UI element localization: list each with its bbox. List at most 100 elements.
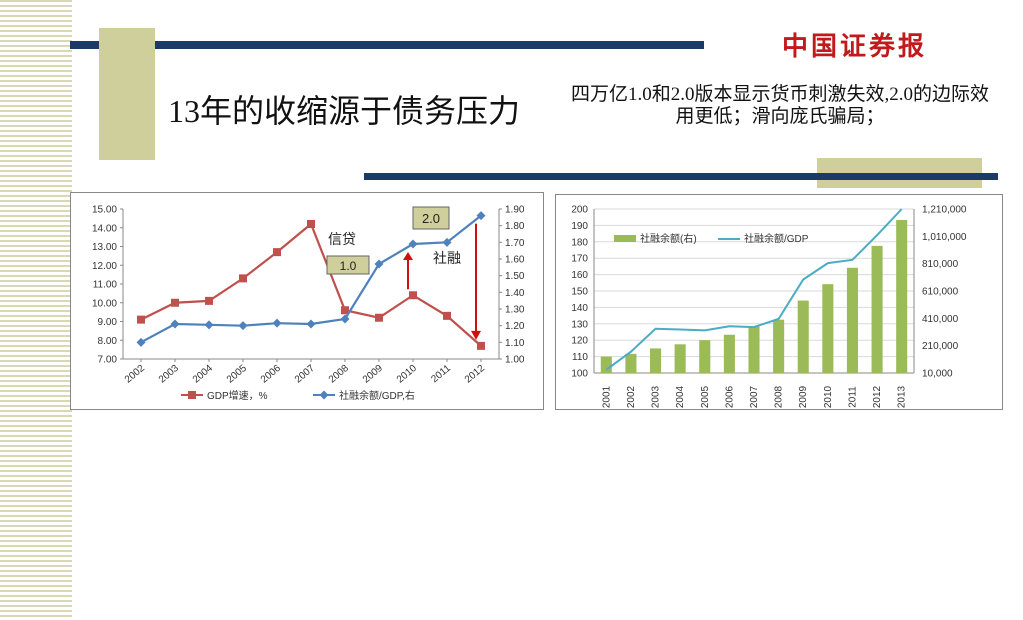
legend-label: 社融余额/GDP — [744, 232, 809, 245]
chart-financing-balance-svg: 200 190 180 170 160 150 140 130 120 110 100 1,210,0… — [571, 205, 967, 409]
bar — [846, 267, 858, 373]
x-tick-label: 2006 — [724, 385, 735, 408]
x-tick-label: 2008 — [774, 385, 785, 408]
left-tick-label: 13.00 — [92, 242, 117, 253]
right-tick-label: 1.90 — [505, 205, 525, 216]
data-point-square — [273, 248, 281, 257]
right-tick-label: 1.00 — [505, 355, 525, 366]
bar — [822, 284, 834, 373]
data-point-square — [341, 306, 349, 315]
x-tick-label: 2010 — [823, 385, 834, 408]
mid-divider-bar — [364, 173, 998, 180]
legend-marker — [188, 391, 196, 399]
x-tick-label: 2012 — [872, 385, 883, 408]
data-point-square — [171, 298, 179, 307]
left-tick-label: 11.00 — [93, 280, 118, 291]
legend-label: GDP增速，% — [207, 389, 268, 402]
x-tick-label: 2003 — [651, 385, 662, 408]
annotation-v1: 1.0 — [340, 259, 357, 273]
data-point-diamond — [340, 314, 350, 324]
annotation-arrow-down-head — [471, 330, 481, 340]
data-point-diamond — [374, 259, 384, 269]
left-tick-label: 170 — [571, 254, 588, 265]
bar — [748, 326, 760, 373]
right-tick-label: 1,210,000 — [922, 205, 967, 216]
x-tick-label: 2013 — [897, 385, 908, 408]
x-tick-label: 2002 — [626, 385, 637, 408]
x-tick-label: 2003 — [157, 363, 181, 386]
right-tick-label: 210,000 — [922, 341, 959, 352]
x-tick-label: 2001 — [601, 385, 612, 408]
data-point-square — [375, 313, 383, 322]
bar — [650, 348, 662, 373]
data-point-diamond — [238, 321, 248, 331]
x-tick-label: 2002 — [123, 363, 147, 386]
right-tick-label: 1.80 — [505, 221, 525, 232]
right-tick-label: 1.60 — [505, 255, 525, 266]
left-tick-label: 160 — [571, 270, 588, 281]
x-tick-label: 2006 — [259, 363, 283, 386]
left-tick-label: 8.00 — [98, 336, 118, 347]
left-tick-label: 10.00 — [92, 298, 117, 309]
data-point-diamond — [136, 337, 146, 347]
bar — [600, 356, 612, 373]
slide-title: 13年的收缩源于债务压力 — [168, 93, 521, 129]
bar — [797, 300, 809, 373]
x-tick-label: 2008 — [327, 363, 351, 386]
data-point-square — [443, 311, 451, 320]
bar — [871, 245, 883, 373]
left-tick-label: 180 — [571, 237, 588, 248]
data-point-diamond — [204, 320, 214, 330]
x-tick-label: 2004 — [191, 363, 215, 386]
left-tick-label: 200 — [571, 205, 588, 216]
data-point-diamond — [408, 239, 418, 249]
x-tick-label: 2005 — [225, 363, 249, 386]
decorative-stripes — [0, 0, 72, 620]
right-tick-label: 1.50 — [505, 271, 525, 282]
right-tick-label: 1.20 — [505, 321, 525, 332]
x-tick-label: 2009 — [798, 385, 809, 408]
chart-gdp-vs-financing-svg: 15.00 14.00 13.00 12.00 11.00 10.00 9.00 8.00 7.… — [92, 205, 525, 403]
annotation-financing: 社融 — [433, 250, 461, 266]
data-point-square — [307, 220, 315, 228]
data-point-diamond — [272, 318, 282, 328]
left-tick-label: 7.00 — [98, 355, 118, 366]
data-point-diamond — [476, 211, 486, 221]
bar — [625, 353, 637, 373]
right-tick-label: 810,000 — [922, 259, 959, 270]
data-point-diamond — [170, 319, 180, 329]
annotation-credit: 信贷 — [328, 231, 356, 247]
annotation-box-v1 — [326, 255, 370, 275]
left-tick-label: 15.00 — [92, 205, 117, 216]
data-point-square — [137, 315, 145, 324]
left-tick-label: 120 — [571, 336, 588, 347]
left-tick-label: 110 — [572, 352, 588, 363]
series-line — [605, 208, 903, 371]
x-tick-label: 2004 — [675, 385, 686, 408]
legend-label: 社融余额/GDP,右 — [339, 389, 415, 402]
newspaper-logo: 中国证券报 — [782, 32, 928, 61]
bar — [723, 334, 735, 373]
right-tick-label: 1.30 — [505, 305, 525, 316]
data-point-diamond — [442, 237, 452, 247]
right-tick-label: 1.40 — [505, 288, 525, 299]
left-tick-label: 130 — [571, 319, 588, 330]
right-tick-label: 610,000 — [922, 287, 959, 298]
right-tick-label: 10,000 — [922, 369, 953, 380]
right-tick-label: 1.10 — [505, 338, 525, 349]
legend-marker — [319, 390, 329, 400]
bar — [674, 344, 686, 373]
bar — [773, 319, 785, 373]
left-tick-label: 9.00 — [98, 317, 118, 328]
annotation-arrow-up-head — [403, 252, 413, 260]
x-tick-label: 2010 — [395, 363, 419, 386]
x-tick-label: 2007 — [293, 363, 317, 386]
chart-gdp-vs-financing: 15.00 14.00 13.00 12.00 11.00 10.00 9.00 8.00 7.… — [70, 192, 544, 410]
left-tick-label: 14.00 — [92, 223, 117, 234]
x-tick-label: 2011 — [429, 363, 453, 386]
x-tick-label: 2011 — [847, 386, 858, 408]
right-tick-label: 1,010,000 — [922, 232, 967, 243]
x-tick-label: 2012 — [463, 363, 487, 386]
right-tick-label: 1.70 — [505, 238, 525, 249]
slide-note: 四万亿1.0和2.0版本显示货币刺激失效,2.0的边际效用更低；滑向庞氏骗局； — [570, 84, 989, 127]
